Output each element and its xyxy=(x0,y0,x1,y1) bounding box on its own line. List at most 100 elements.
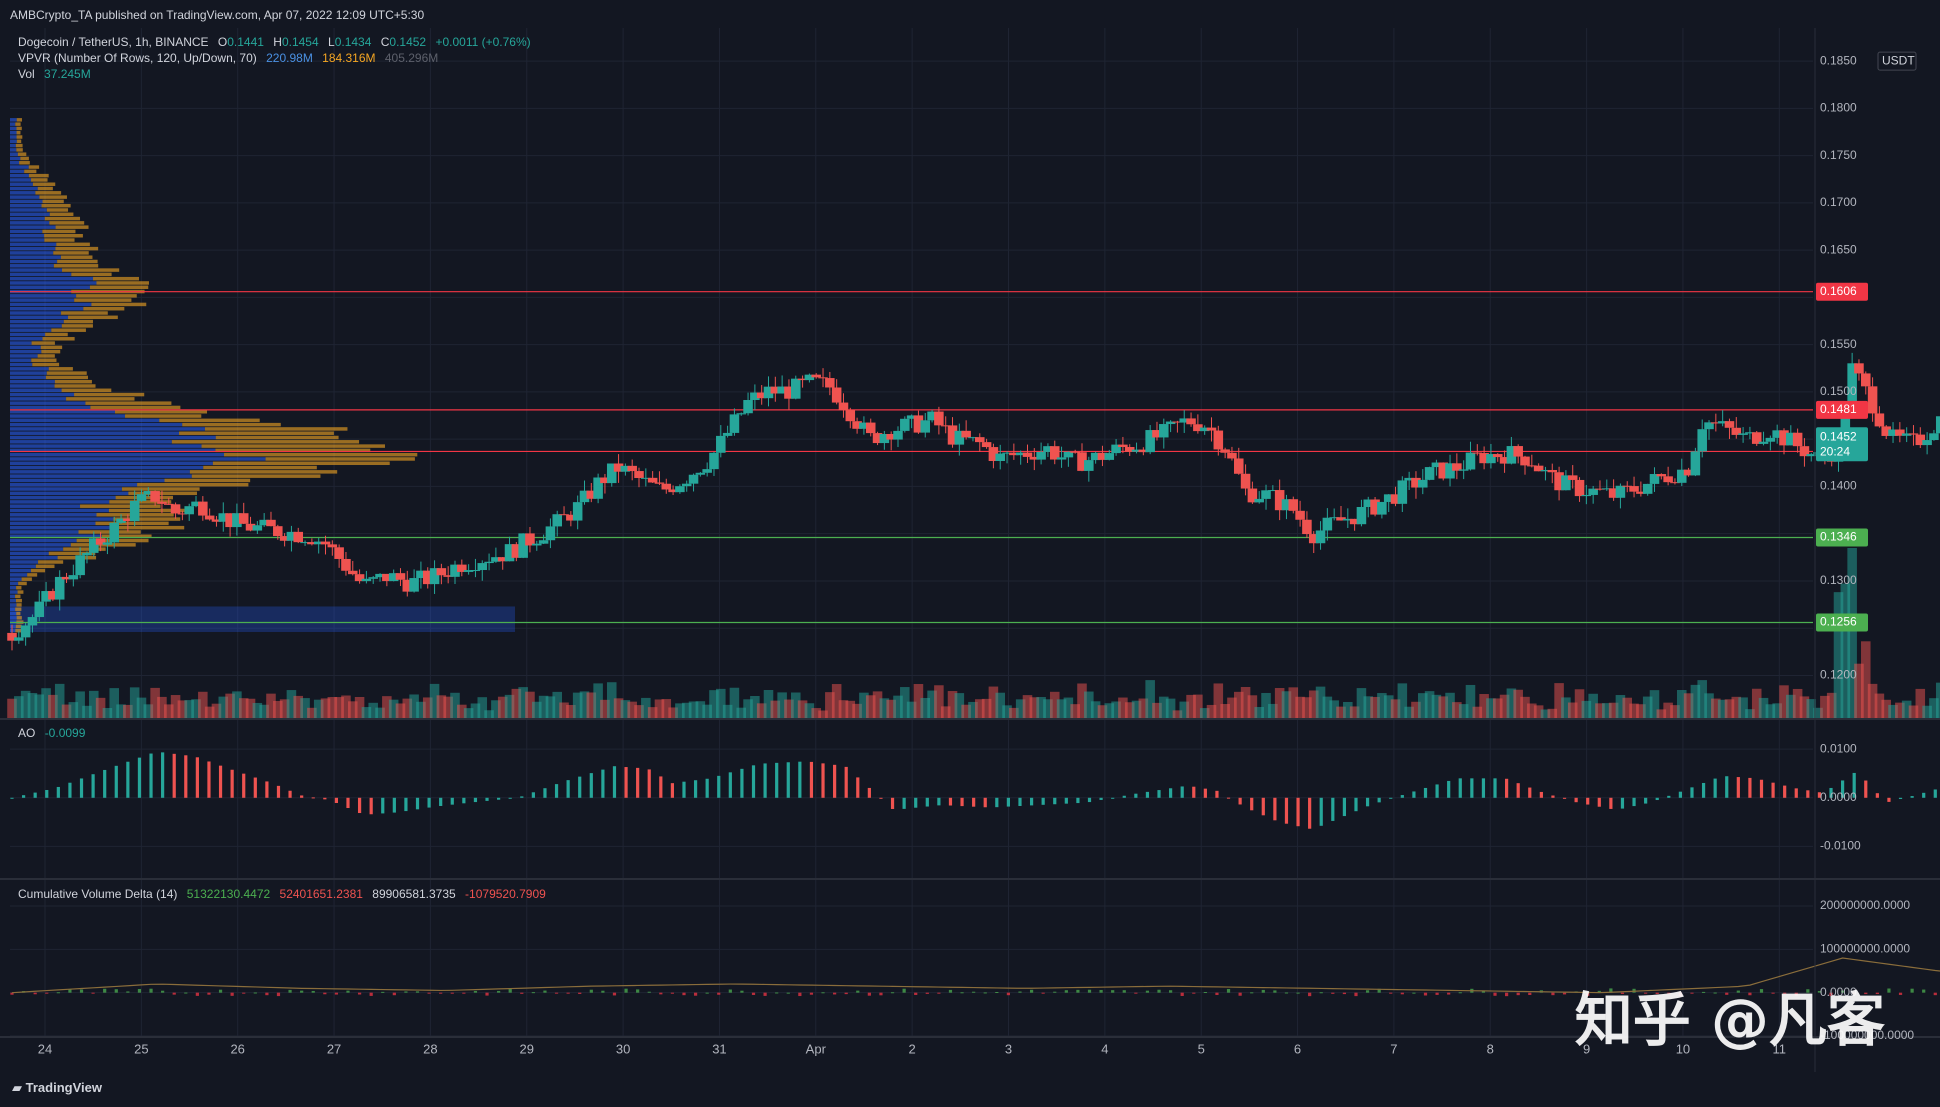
cvd-bar xyxy=(1215,992,1219,996)
ohlc-o-label: O xyxy=(217,35,228,49)
volume-bar xyxy=(627,701,637,718)
ao-bar xyxy=(1933,789,1937,798)
volume-bar xyxy=(927,690,937,718)
price-chart[interactable]: 0.18500.18000.17500.17000.16500.16000.15… xyxy=(0,28,1940,1102)
vpvr-row-up xyxy=(10,427,205,431)
vpvr-row-down xyxy=(16,135,23,139)
ao-bar xyxy=(79,778,84,798)
vpvr-row-up xyxy=(10,148,17,152)
cvd-bar xyxy=(161,990,165,993)
volume-bar xyxy=(968,701,978,718)
volume-bar xyxy=(532,701,542,718)
ao-bar xyxy=(1087,797,1092,803)
currency-badge xyxy=(1877,51,1917,71)
vpvr-row-down xyxy=(128,491,197,496)
cvd-bar xyxy=(253,992,257,994)
candle-body xyxy=(906,415,917,419)
candle-body xyxy=(1731,427,1742,435)
cvd-bar xyxy=(740,990,744,993)
volume-bar xyxy=(1622,697,1633,718)
cvd-bar xyxy=(91,992,95,994)
vpvr-row-up xyxy=(10,568,31,573)
volume-bar xyxy=(1854,663,1864,718)
vpvr-row-up xyxy=(10,212,50,217)
volume-bar xyxy=(1009,707,1019,718)
vpvr-row-down xyxy=(182,422,281,427)
volume-bar xyxy=(934,685,944,718)
volume-bar xyxy=(777,692,787,718)
volume-bar xyxy=(198,691,208,718)
vpvr-row-down xyxy=(15,624,22,629)
candle-body xyxy=(613,463,624,472)
ao-bar xyxy=(1841,780,1845,798)
cvd-label[interactable]: Cumulative Volume Delta (14) xyxy=(18,887,178,901)
ao-label[interactable]: AO xyxy=(18,726,36,740)
ao-bar xyxy=(1516,783,1520,798)
candle-body xyxy=(102,542,113,545)
volume-bar xyxy=(1356,688,1367,718)
vpvr-row-up xyxy=(10,538,77,543)
candle-body xyxy=(504,544,515,562)
cvd-bar xyxy=(1296,992,1300,994)
volume-bar xyxy=(1717,699,1728,718)
candle-body xyxy=(879,434,890,444)
vpvr-row-up xyxy=(10,616,17,620)
candle-body xyxy=(1642,483,1653,494)
vpvr-row-down xyxy=(18,581,27,586)
volume-bar xyxy=(763,690,774,718)
candle-body xyxy=(1779,430,1789,446)
symbol-title[interactable]: Dogecoin / TetherUS, 1h, BINANCE xyxy=(18,35,209,49)
candle-body xyxy=(1370,499,1380,515)
volume-bar xyxy=(1895,702,1905,718)
candle-body xyxy=(1895,429,1905,436)
cvd-bar xyxy=(1250,992,1254,994)
volume-bar xyxy=(1370,696,1380,718)
candle-body xyxy=(675,486,685,493)
ao-bar xyxy=(798,761,802,798)
vpvr-row-up xyxy=(10,234,45,238)
vpvr-row-down xyxy=(71,272,112,277)
candle-body xyxy=(1308,534,1319,544)
vpvr-row-down xyxy=(61,311,108,315)
vpvr-row-up xyxy=(10,139,17,144)
vol-label[interactable]: Vol xyxy=(18,67,35,81)
volume-bar xyxy=(1663,702,1673,718)
cvd-bar xyxy=(1597,990,1601,993)
candle-body xyxy=(1009,452,1019,456)
candle-body xyxy=(872,433,883,444)
volume-bar xyxy=(1247,695,1258,718)
ao-bar xyxy=(1296,797,1300,827)
candle-body xyxy=(790,378,801,399)
ao-bar xyxy=(1655,797,1659,801)
candle-body xyxy=(811,374,821,378)
y-tick-label: 0.1500 xyxy=(1820,384,1857,398)
vpvr-row-down xyxy=(215,448,371,453)
volume-bar xyxy=(538,695,549,718)
candle-body xyxy=(695,472,706,475)
x-tick-label: 6 xyxy=(1294,1041,1301,1056)
ao-bar xyxy=(844,766,848,798)
volume-bar xyxy=(1383,695,1394,718)
chart-area[interactable]: 0.18500.18000.17500.17000.16500.16000.15… xyxy=(0,28,1940,1102)
vpvr-row-down xyxy=(54,379,92,384)
cvd-value-4: -1079520.7909 xyxy=(465,887,546,901)
candle-body xyxy=(661,483,672,490)
cvd-bar xyxy=(265,992,269,996)
cvd-bar xyxy=(1238,992,1242,996)
tradingview-logo[interactable]: ▰ TradingView xyxy=(12,1080,102,1096)
volume-bar xyxy=(784,699,794,718)
volume-bar xyxy=(641,697,651,718)
volume-bar xyxy=(177,700,188,718)
vpvr-row-up xyxy=(10,246,56,251)
x-tick-label: 24 xyxy=(38,1041,52,1056)
candle-body xyxy=(1254,498,1264,503)
vpvr-label[interactable]: VPVR (Number Of Rows, 120, Up/Down, 70) xyxy=(18,51,257,65)
currency-label: USDT xyxy=(1882,53,1915,67)
ao-bar xyxy=(925,797,929,807)
vpvr-row-down xyxy=(40,345,63,350)
vpvr-row-down xyxy=(45,375,88,380)
candle-body xyxy=(1172,421,1183,423)
cvd-bar xyxy=(381,991,385,993)
vpvr-row-down xyxy=(15,122,21,126)
ao-pane xyxy=(10,752,1937,829)
